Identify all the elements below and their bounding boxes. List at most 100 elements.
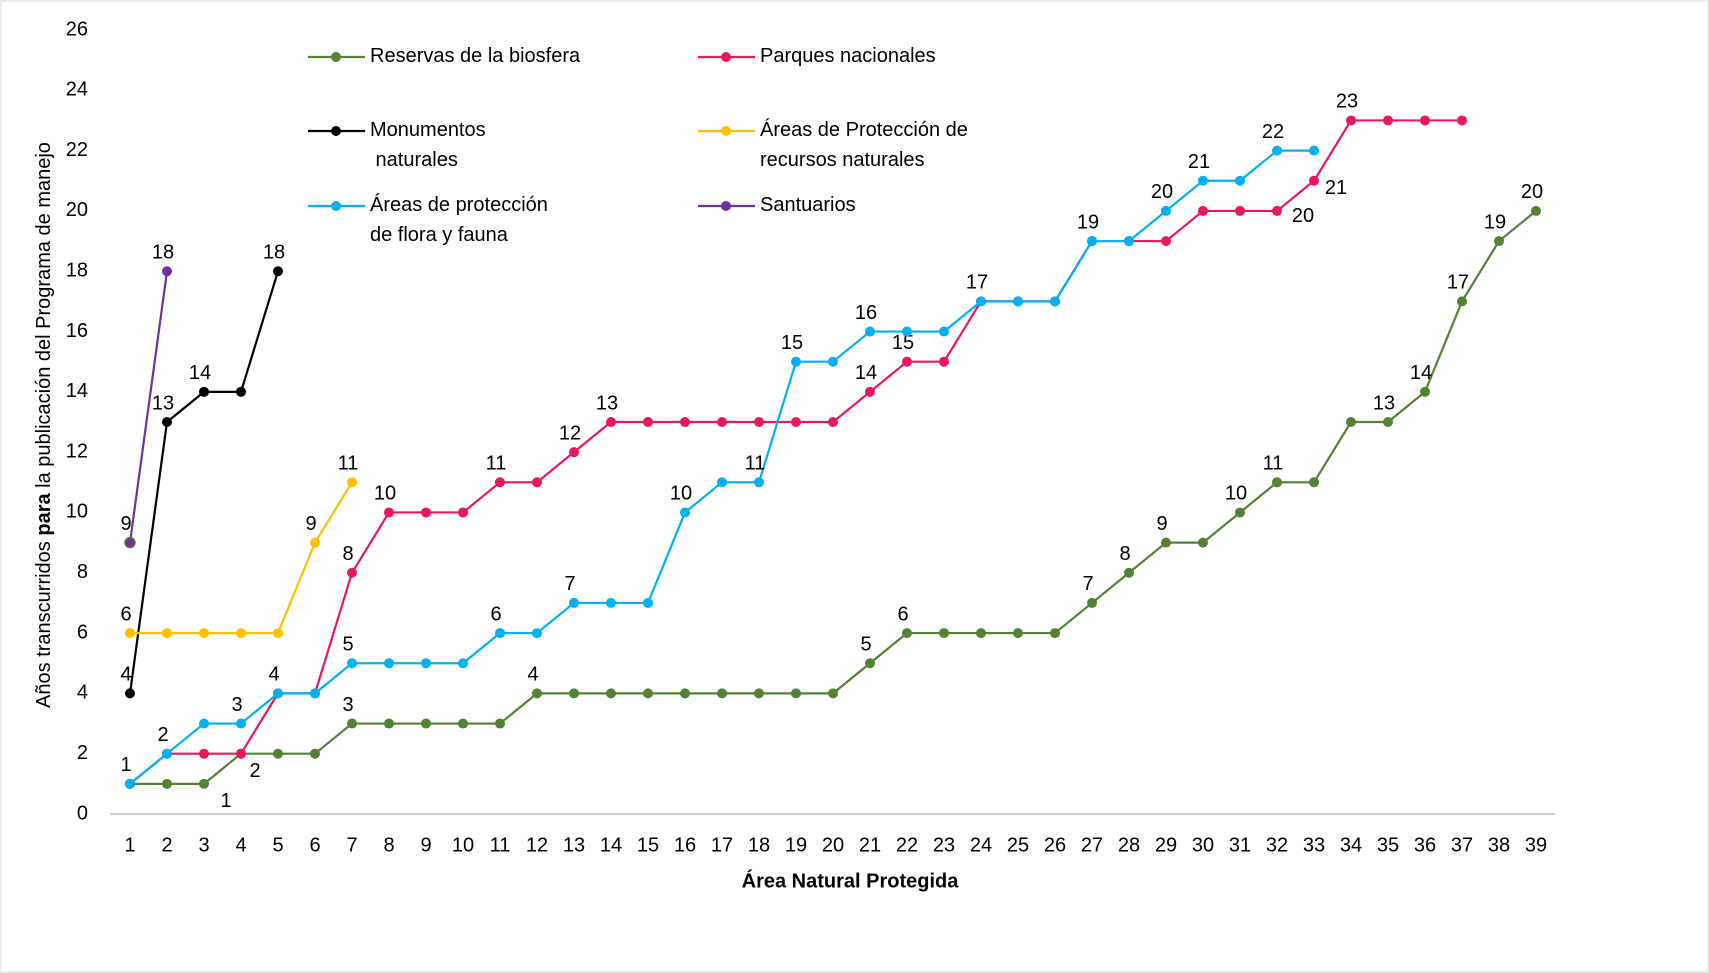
data-label: 21	[1188, 151, 1210, 173]
data-point	[199, 778, 209, 789]
legend-marker	[721, 201, 731, 211]
y-tick-label: 26	[66, 18, 88, 40]
x-tick-label: 14	[600, 834, 622, 856]
data-point	[1346, 417, 1356, 427]
data-point	[310, 688, 320, 699]
data-point	[606, 688, 616, 699]
data-point	[791, 356, 801, 367]
data-point	[569, 688, 579, 699]
data-point	[1050, 628, 1060, 639]
x-tick-label: 24	[970, 834, 992, 856]
data-label: 14	[189, 362, 211, 384]
data-point	[532, 477, 542, 488]
data-label: 3	[342, 694, 353, 716]
data-label: 11	[486, 453, 507, 475]
data-label: 2	[157, 724, 168, 746]
y-tick-label: 24	[66, 79, 88, 101]
data-point	[1013, 296, 1023, 307]
data-point	[124, 536, 136, 549]
data-point	[606, 597, 616, 608]
data-point	[310, 537, 320, 548]
y-tick-label: 6	[77, 621, 88, 643]
data-point	[458, 507, 468, 518]
data-label: 10	[374, 483, 396, 505]
y-tick-label: 8	[77, 561, 88, 583]
data-point	[162, 778, 172, 789]
x-tick-label: 27	[1081, 834, 1103, 856]
legend-label: Monumentos naturales	[370, 119, 486, 171]
x-tick-label: 35	[1377, 834, 1399, 856]
x-tick-label: 16	[674, 834, 696, 856]
x-tick-label: 25	[1007, 834, 1029, 856]
data-point	[273, 688, 283, 699]
data-point	[643, 597, 653, 608]
data-point	[1494, 236, 1504, 247]
data-point	[828, 417, 838, 427]
data-label: 10	[670, 483, 692, 505]
x-tick-label: 11	[490, 834, 511, 856]
data-point	[643, 688, 653, 699]
y-tick-label: 2	[77, 742, 88, 764]
legend-marker	[331, 201, 341, 211]
x-tick-label: 4	[235, 834, 246, 856]
data-point	[199, 718, 209, 729]
y-tick-label: 16	[66, 320, 88, 342]
data-point	[1346, 115, 1356, 126]
data-label: 6	[897, 603, 908, 625]
data-label: 18	[152, 242, 174, 264]
data-point	[1161, 236, 1171, 247]
data-point	[1235, 175, 1245, 186]
data-label: 13	[1373, 392, 1395, 414]
data-point	[1198, 175, 1208, 186]
data-point	[680, 507, 690, 518]
data-point	[680, 688, 690, 699]
x-tick-label: 37	[1451, 834, 1473, 856]
data-point	[273, 266, 283, 277]
data-point	[1161, 205, 1171, 216]
data-point	[828, 356, 838, 367]
x-tick-label: 21	[859, 834, 881, 856]
data-point	[273, 628, 283, 639]
x-tick-label: 17	[711, 834, 733, 856]
data-label: 13	[596, 392, 618, 414]
data-point	[680, 417, 690, 427]
data-point	[347, 567, 357, 578]
x-tick-label: 7	[346, 834, 357, 856]
y-title-part: la publicación del Programa de manejo	[33, 142, 55, 493]
x-tick-label: 23	[933, 834, 955, 856]
legend-marker	[721, 52, 731, 62]
data-point	[1383, 417, 1393, 427]
data-point	[162, 628, 172, 639]
x-tick-label: 20	[822, 834, 844, 856]
x-tick-label: 31	[1229, 834, 1251, 856]
data-point	[495, 477, 505, 488]
data-point	[347, 718, 357, 729]
data-point	[1124, 236, 1134, 247]
data-point	[236, 748, 246, 759]
data-label: 14	[855, 362, 877, 384]
data-label: 20	[1151, 181, 1173, 203]
data-point	[310, 748, 320, 759]
data-label: 1	[220, 790, 231, 812]
y-tick-label: 12	[66, 440, 88, 462]
data-point	[1235, 507, 1245, 518]
data-point	[199, 748, 209, 759]
data-point	[939, 628, 949, 639]
data-point	[865, 386, 875, 397]
data-point	[1457, 296, 1467, 307]
data-label: 9	[1156, 513, 1167, 535]
data-point	[569, 597, 579, 608]
data-point	[1198, 537, 1208, 548]
data-point	[1272, 477, 1282, 488]
data-point	[1087, 236, 1097, 247]
data-point	[347, 477, 357, 488]
data-label: 4	[527, 664, 538, 686]
data-point	[236, 718, 246, 729]
data-label: 9	[120, 513, 131, 535]
x-tick-label: 3	[198, 834, 209, 856]
data-point	[421, 718, 431, 729]
data-label: 9	[305, 513, 316, 535]
data-point	[976, 628, 986, 639]
legend-marker	[331, 126, 341, 136]
